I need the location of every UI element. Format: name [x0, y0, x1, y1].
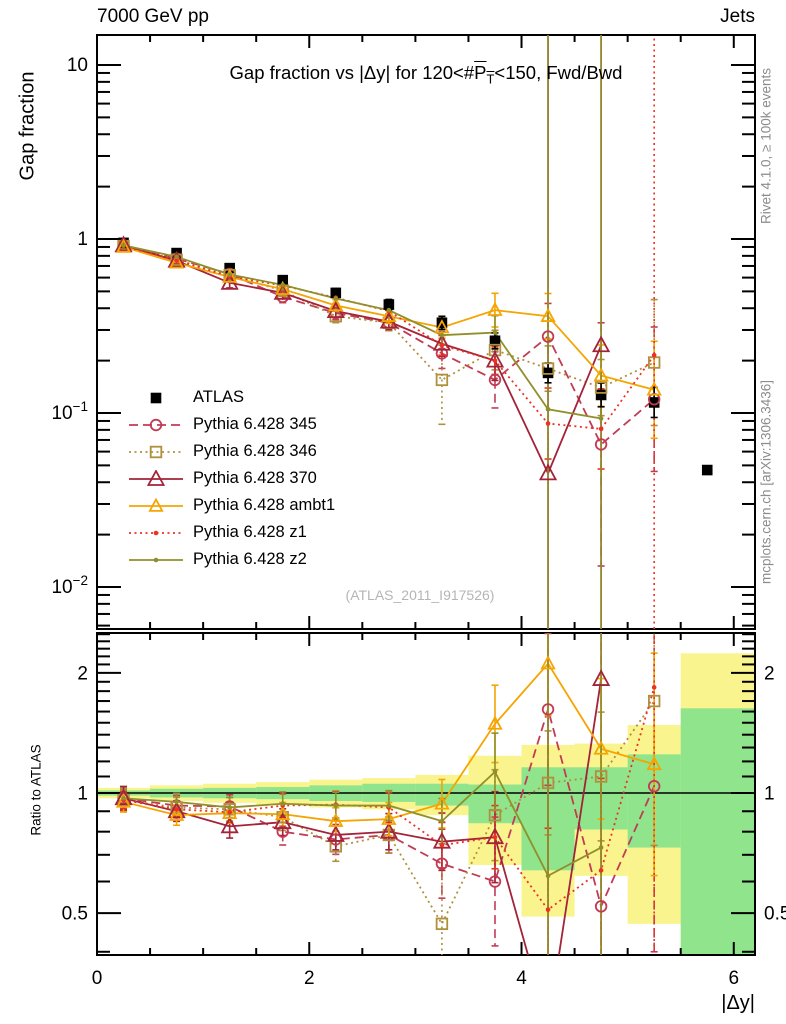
series-ambt1-bottom-markers	[115, 655, 662, 827]
legend-marker-ambt1	[129, 497, 183, 512]
beam-info: 7000 GeV pp	[97, 6, 209, 27]
pt-symbol: P	[474, 62, 487, 83]
legend-item-346: Pythia 6.428 346	[128, 438, 335, 465]
svg-text:2: 2	[304, 968, 315, 989]
legend-marker-370	[129, 469, 183, 486]
legend-marker-346	[129, 445, 183, 458]
svg-text:1: 1	[764, 784, 775, 805]
legend-item-ambt1: Pythia 6.428 ambt1	[128, 492, 335, 519]
legend-label-ambt1: Pythia 6.428 ambt1	[193, 496, 336, 514]
legend-marker-z1	[129, 530, 183, 535]
svg-text:10: 10	[67, 55, 88, 76]
svg-text:1: 1	[77, 229, 88, 250]
legend-marker-z2	[129, 557, 183, 562]
legend-marker-atlas	[150, 392, 162, 403]
legend-label-345: Pythia 6.428 345	[193, 415, 317, 433]
plot-title-part2: <150, Fwd/Bwd	[494, 62, 623, 83]
rivet-version-note: Rivet 4.1.0, ≥ 100k events	[758, 68, 774, 224]
svg-text:10−1: 10−1	[51, 399, 88, 424]
pt-subscript: T	[486, 71, 495, 87]
bottom-y-axis-title: Ratio to ATLAS	[28, 744, 44, 836]
series-370-bottom-markers	[114, 669, 611, 849]
legend: ATLAS Pythia 6.428 345 Pythia 6.428 346 Pyt…	[128, 384, 335, 573]
legend-label-z2: Pythia 6.428 z2	[193, 550, 307, 568]
svg-text:0.5: 0.5	[62, 904, 88, 925]
legend-item-z2: Pythia 6.428 z2	[128, 546, 335, 573]
svg-text:2: 2	[764, 663, 775, 684]
series-z2-bottom-markers	[121, 769, 604, 879]
series-ambt1-top-markers	[115, 238, 662, 396]
legend-item-345: Pythia 6.428 345	[128, 411, 335, 438]
legend-item-atlas: ATLAS	[128, 384, 335, 411]
svg-text:0: 0	[92, 968, 103, 989]
plot-title-part1: Gap fraction vs |Δy| for 120<#	[229, 62, 475, 83]
legend-item-370: Pythia 6.428 370	[128, 465, 335, 492]
pt-overline: PT	[474, 62, 494, 87]
legend-label-z1: Pythia 6.428 z1	[193, 523, 307, 541]
analysis-tag: Jets	[720, 6, 755, 27]
legend-label-atlas: ATLAS	[193, 388, 245, 406]
svg-text:1: 1	[77, 784, 88, 805]
svg-text:10−2: 10−2	[51, 573, 88, 598]
x-axis-title: |Δy|	[721, 992, 755, 1014]
mcplots-arxiv-note: mcplots.cern.ch [arXiv:1306.3436]	[758, 379, 774, 585]
legend-label-346: Pythia 6.428 346	[193, 442, 317, 460]
series-z2-top-markers	[121, 243, 604, 421]
svg-text:4: 4	[516, 968, 527, 989]
analysis-id-watermark: (ATLAS_2011_I917526)	[345, 587, 495, 603]
legend-label-370: Pythia 6.428 370	[193, 469, 317, 487]
axis-ticks	[96, 35, 755, 955]
top-panel-frame	[96, 34, 756, 630]
legend-item-z1: Pythia 6.428 z1	[128, 519, 335, 546]
svg-text:2: 2	[77, 663, 88, 684]
svg-text:6: 6	[728, 968, 739, 989]
legend-marker-345	[129, 418, 183, 431]
svg-text:0.5: 0.5	[764, 904, 786, 925]
top-y-axis-title: Gap fraction	[16, 71, 39, 181]
plot-title: Gap fraction vs |Δy| for 120<#PT<150, Fw…	[97, 62, 755, 87]
